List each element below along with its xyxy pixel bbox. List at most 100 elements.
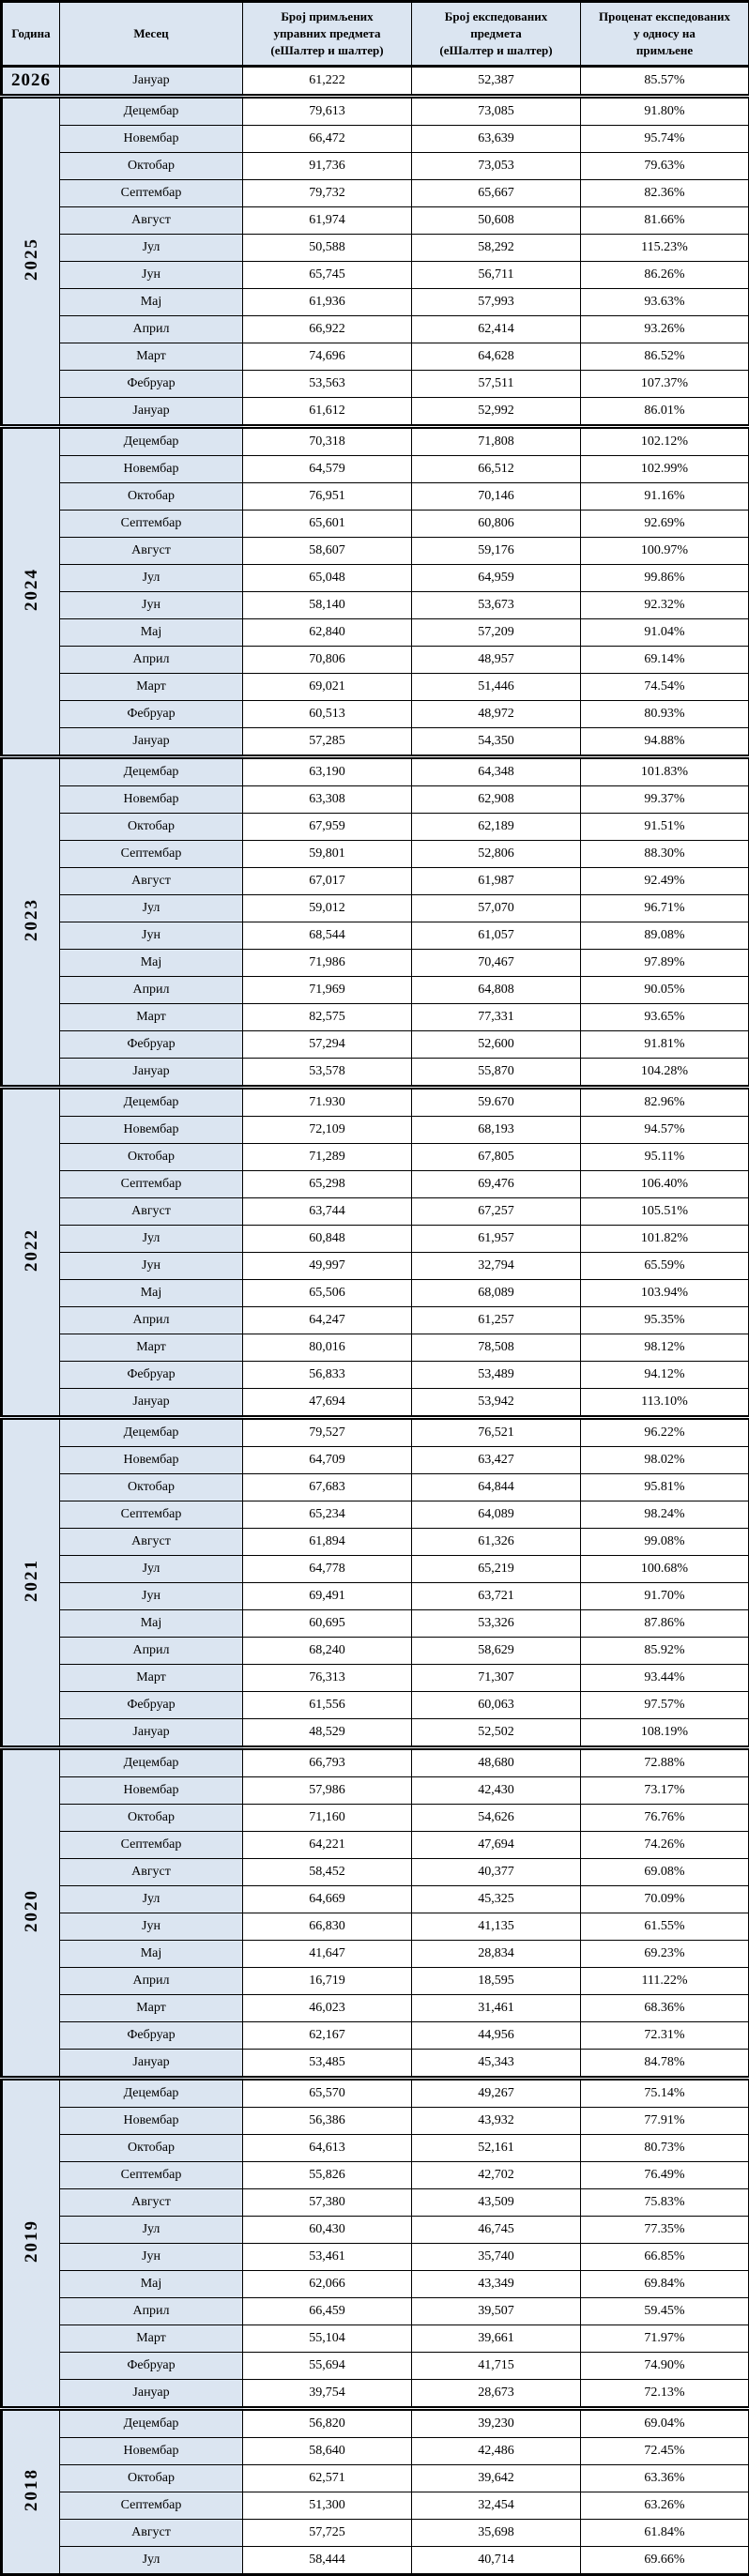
month-cell: Фебруар <box>60 2022 243 2050</box>
received-cell: 91,736 <box>243 153 412 180</box>
percent-cell: 72.13% <box>581 2380 749 2409</box>
month-cell: Октобар <box>60 153 243 180</box>
received-cell: 64,579 <box>243 456 412 483</box>
percent-cell: 72.45% <box>581 2438 749 2465</box>
header-row: Година Месец Број примљених управних пре… <box>2 2 749 67</box>
dispatched-cell: 40,377 <box>412 1859 581 1886</box>
dispatched-cell: 35,740 <box>412 2244 581 2271</box>
received-cell: 60,695 <box>243 1610 412 1638</box>
percent-cell: 91.04% <box>581 619 749 647</box>
dispatched-cell: 52,600 <box>412 1031 581 1059</box>
dispatched-cell: 49,267 <box>412 2079 581 2108</box>
percent-cell: 65.59% <box>581 1253 749 1280</box>
received-cell: 70,806 <box>243 647 412 674</box>
dispatched-cell: 60,063 <box>412 1692 581 1719</box>
received-cell: 57,294 <box>243 1031 412 1059</box>
year-label: 2019 <box>2 2079 60 2409</box>
month-cell: Јануар <box>60 728 243 757</box>
percent-cell: 93.65% <box>581 1004 749 1031</box>
percent-cell: 91.51% <box>581 814 749 841</box>
received-cell: 61,936 <box>243 289 412 316</box>
month-cell: Фебруар <box>60 371 243 398</box>
received-cell: 80,016 <box>243 1334 412 1362</box>
month-cell: Септембар <box>60 180 243 207</box>
dispatched-cell: 59,176 <box>412 538 581 565</box>
received-cell: 47,694 <box>243 1389 412 1418</box>
dispatched-cell: 50,608 <box>412 207 581 235</box>
percent-cell: 82.96% <box>581 1088 749 1117</box>
received-cell: 66,472 <box>243 126 412 153</box>
percent-cell: 82.36% <box>581 180 749 207</box>
received-cell: 79,613 <box>243 97 412 126</box>
month-cell: Јул <box>60 565 243 592</box>
dispatched-cell: 44,956 <box>412 2022 581 2050</box>
received-cell: 65,601 <box>243 511 412 538</box>
received-cell: 65,048 <box>243 565 412 592</box>
received-cell: 67,017 <box>243 868 412 895</box>
month-cell: Децембар <box>60 757 243 786</box>
month-cell: Август <box>60 1198 243 1226</box>
month-cell: Август <box>60 2520 243 2547</box>
month-cell: Јун <box>60 262 243 289</box>
month-cell: Март <box>60 1995 243 2022</box>
percent-cell: 69.14% <box>581 647 749 674</box>
dispatched-cell: 40,714 <box>412 2547 581 2575</box>
percent-cell: 91.70% <box>581 1583 749 1610</box>
dispatched-cell: 52,387 <box>412 67 581 97</box>
percent-cell: 95.11% <box>581 1144 749 1171</box>
received-cell: 58,452 <box>243 1859 412 1886</box>
received-cell: 64,221 <box>243 1832 412 1859</box>
month-cell: Октобар <box>60 2135 243 2162</box>
percent-cell: 96.22% <box>581 1418 749 1447</box>
percent-cell: 92.69% <box>581 511 749 538</box>
percent-cell: 102.12% <box>581 427 749 456</box>
month-cell: Јул <box>60 1226 243 1253</box>
month-cell: Октобар <box>60 1144 243 1171</box>
received-cell: 64,669 <box>243 1886 412 1913</box>
percent-cell: 69.04% <box>581 2409 749 2438</box>
received-cell: 58,140 <box>243 592 412 619</box>
percent-cell: 98.12% <box>581 1334 749 1362</box>
percent-cell: 86.26% <box>581 262 749 289</box>
dispatched-cell: 66,512 <box>412 456 581 483</box>
received-cell: 59,801 <box>243 841 412 868</box>
received-cell: 55,826 <box>243 2162 412 2189</box>
month-cell: Децембар <box>60 2409 243 2438</box>
dispatched-cell: 65,219 <box>412 1556 581 1583</box>
dispatched-cell: 58,629 <box>412 1638 581 1665</box>
received-cell: 63,308 <box>243 786 412 814</box>
header-dispatched: Број експедованих предмета (еШалтер и ша… <box>412 2 581 67</box>
dispatched-cell: 64,808 <box>412 977 581 1004</box>
received-cell: 71,986 <box>243 950 412 977</box>
percent-cell: 102.99% <box>581 456 749 483</box>
percent-cell: 99.08% <box>581 1529 749 1556</box>
received-cell: 50,588 <box>243 235 412 262</box>
percent-cell: 98.24% <box>581 1501 749 1529</box>
year-label-text: 2019 <box>23 2219 40 2263</box>
received-cell: 16,719 <box>243 1968 412 1995</box>
received-cell: 64,709 <box>243 1447 412 1474</box>
percent-cell: 93.63% <box>581 289 749 316</box>
year-label-text: 2018 <box>23 2468 40 2511</box>
received-cell: 67,959 <box>243 814 412 841</box>
received-cell: 53,578 <box>243 1059 412 1088</box>
